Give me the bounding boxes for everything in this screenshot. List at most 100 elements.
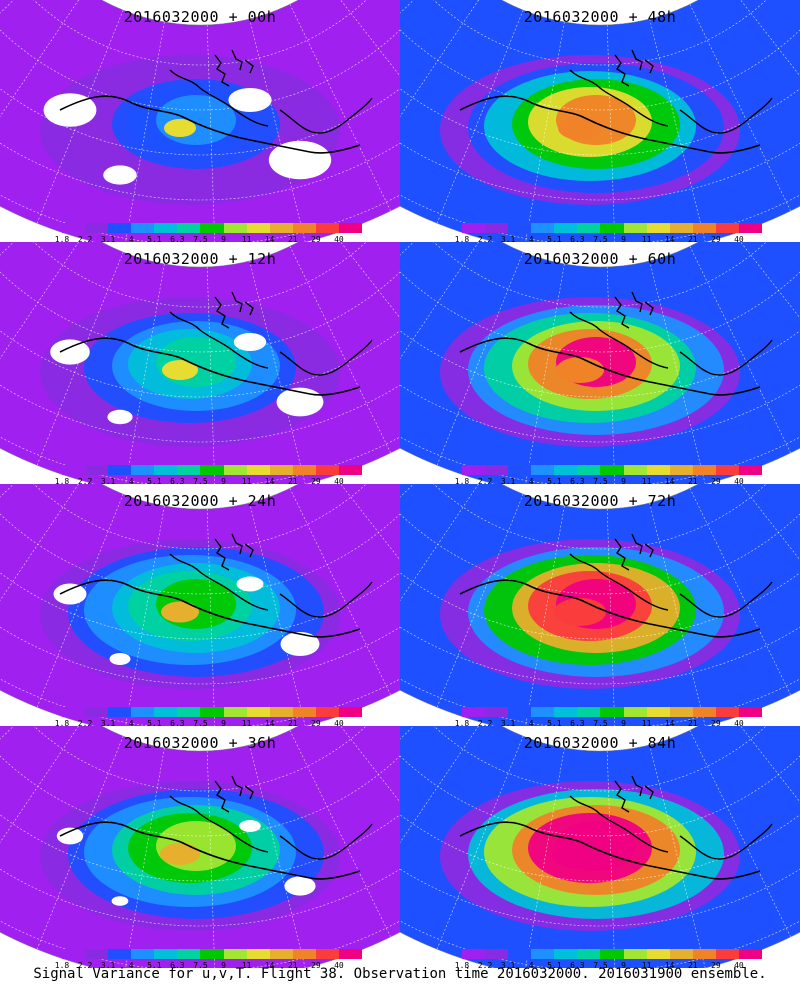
colorbar-tick-label: 11 bbox=[241, 235, 252, 244]
colorbar-labels: 1.8 2.2 3.1 4 5.1 6.3 7.5 9 11 14 21 29 40 bbox=[452, 235, 772, 247]
colorbar-swatch bbox=[269, 707, 293, 717]
below-threshold-area bbox=[53, 583, 87, 605]
latitude-line bbox=[400, 490, 800, 595]
colorbar bbox=[462, 223, 763, 233]
variance-field bbox=[400, 0, 800, 242]
colorbar-tick-label: 40 bbox=[734, 477, 744, 486]
colorbar-swatch bbox=[508, 949, 532, 959]
colorbar-tick-label: 1.8 bbox=[454, 235, 470, 244]
colorbar-tick-label: 4 bbox=[528, 961, 534, 970]
latitude-line bbox=[400, 519, 800, 640]
colorbar-tick-label: 1.8 bbox=[454, 477, 470, 486]
colorbar-tick-label: 2.2 bbox=[77, 961, 93, 970]
colorbar-swatch bbox=[738, 465, 763, 475]
coastline bbox=[679, 339, 773, 376]
colorbar-swatch bbox=[246, 949, 270, 959]
colorbar-tick-label: 7.5 bbox=[193, 235, 208, 244]
colorbar-swatch bbox=[315, 707, 339, 717]
colorbar-swatch bbox=[646, 707, 670, 717]
colorbar-tick-label: 5.1 bbox=[547, 961, 562, 970]
colorbar-swatch bbox=[531, 223, 555, 233]
colorbar-swatch bbox=[485, 223, 509, 233]
colorbar-swatch bbox=[62, 949, 86, 959]
colorbar-tick-label: 3.1 bbox=[100, 477, 116, 486]
colorbar-swatch bbox=[623, 707, 647, 717]
forecast-panel: 2016032000 + 60h 1.8 2.2 3.1 4 5.1 6.3 7.5 9 11 14… bbox=[400, 242, 800, 486]
colorbar-swatch bbox=[554, 223, 578, 233]
colorbar-tick-label: 5.1 bbox=[147, 477, 162, 486]
colorbar-tick-label: 11 bbox=[641, 961, 652, 970]
latitude-line bbox=[12, 0, 388, 66]
latitude-line bbox=[12, 242, 388, 308]
colorbar-tick-label: 9 bbox=[621, 961, 626, 970]
colorbar-swatch bbox=[577, 465, 601, 475]
arctic-islands bbox=[214, 775, 254, 813]
colorbar-swatch bbox=[508, 707, 532, 717]
variance-maximum bbox=[164, 119, 196, 137]
colorbar-labels: 1.8 2.2 3.1 4 5.1 6.3 7.5 9 11 14 21 29 40 bbox=[452, 961, 772, 973]
colorbar-tick-label: 7.5 bbox=[593, 961, 608, 970]
colorbar-swatch bbox=[338, 707, 363, 717]
colorbar-tick-label: 4 bbox=[128, 961, 134, 970]
colorbar-tick-label: 3.1 bbox=[100, 235, 116, 244]
variance-maximum bbox=[162, 360, 198, 380]
map-outline bbox=[0, 242, 400, 484]
colorbar-tick-label: 5.1 bbox=[547, 719, 562, 728]
colorbar-swatch bbox=[108, 223, 132, 233]
colorbar-tick-label: 4 bbox=[528, 719, 534, 728]
colorbar-tick-label: 6.3 bbox=[570, 961, 585, 970]
colorbar-labels: 1.8 2.2 3.1 4 5.1 6.3 7.5 9 11 14 21 29 40 bbox=[52, 719, 372, 731]
colorbar-tick-label: 21 bbox=[687, 719, 698, 728]
colorbar-tick-label: 29 bbox=[711, 235, 721, 244]
colorbar-tick-label: 14 bbox=[264, 477, 275, 486]
colorbar-tick-label: 3.1 bbox=[500, 235, 516, 244]
arctic-islands bbox=[214, 291, 254, 329]
colorbar-swatch bbox=[223, 465, 247, 475]
variance-maximum bbox=[160, 843, 200, 865]
colorbar-swatch bbox=[623, 223, 647, 233]
signal-variance-map bbox=[0, 484, 400, 726]
signal-variance-map bbox=[400, 484, 800, 726]
colorbar-tick-label: 1.8 bbox=[54, 477, 70, 486]
colorbar-tick-label: 21 bbox=[687, 235, 698, 244]
arctic-islands bbox=[614, 533, 654, 571]
colorbar-swatch bbox=[177, 465, 201, 475]
colorbar-tick-label: 3.1 bbox=[500, 719, 516, 728]
colorbar-tick-label: 40 bbox=[334, 719, 344, 728]
colorbar-swatch bbox=[246, 465, 270, 475]
below-threshold-area bbox=[236, 576, 264, 592]
colorbar-tick-label: 40 bbox=[334, 235, 344, 244]
colorbar-swatch bbox=[462, 465, 486, 475]
variance-field bbox=[0, 726, 400, 968]
colorbar-tick-label: 3.1 bbox=[100, 719, 116, 728]
panel-title: 2016032000 + 00h bbox=[123, 8, 277, 26]
colorbar-swatch bbox=[669, 223, 693, 233]
colorbar-swatch bbox=[646, 949, 670, 959]
colorbar-swatch bbox=[269, 949, 293, 959]
below-threshold-area bbox=[109, 653, 131, 665]
latitude-line bbox=[412, 726, 788, 792]
colorbar-tick-label: 7.5 bbox=[193, 961, 208, 970]
colorbar-tick-label: 40 bbox=[734, 719, 744, 728]
colorbar-tick-label: 14 bbox=[264, 235, 275, 244]
below-threshold-area bbox=[239, 820, 261, 832]
colorbar-tick-label: 6.3 bbox=[170, 235, 185, 244]
below-threshold-area bbox=[56, 827, 84, 845]
colorbar-tick-label: 9 bbox=[221, 477, 226, 486]
colorbar-tick-label: 29 bbox=[711, 961, 721, 970]
colorbar-tick-label: 6.3 bbox=[170, 961, 185, 970]
latitude-line bbox=[400, 277, 800, 398]
coastline bbox=[459, 821, 761, 880]
latitude-line bbox=[400, 761, 800, 882]
colorbar-swatch bbox=[315, 465, 339, 475]
variance-maximum bbox=[552, 839, 608, 869]
latitude-line bbox=[0, 490, 400, 595]
below-threshold-area bbox=[107, 409, 133, 425]
variance-field bbox=[400, 484, 800, 726]
latitude-line bbox=[400, 35, 800, 156]
coastline bbox=[459, 95, 761, 154]
colorbar-swatch bbox=[715, 707, 739, 717]
colorbar-tick-label: 14 bbox=[264, 961, 275, 970]
colorbar-swatch bbox=[200, 707, 224, 717]
below-threshold-area bbox=[103, 165, 137, 185]
